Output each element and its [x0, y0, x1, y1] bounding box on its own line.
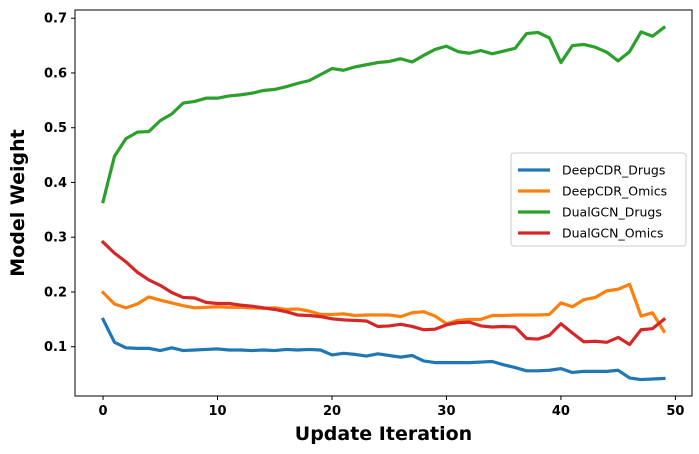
series-line-deepcdr-omics — [100, 282, 667, 334]
y-tick-label: 0.2 — [44, 285, 67, 300]
legend-label: DeepCDR_Omics — [562, 184, 667, 199]
legend-label: DualGCN_Omics — [562, 226, 664, 241]
legend-label: DualGCN_Drugs — [562, 205, 662, 220]
y-tick-label: 0.1 — [44, 340, 67, 355]
y-tick-label: 0.4 — [44, 176, 67, 191]
x-tick-label: 0 — [99, 404, 108, 419]
y-tick-label: 0.5 — [44, 121, 67, 136]
y-tick-label: 0.7 — [44, 12, 67, 27]
series-line-deepcdr-drugs — [100, 317, 666, 382]
plot-lines — [100, 25, 667, 382]
legend-label: DeepCDR_Drugs — [562, 163, 665, 178]
plot-frame — [74, 9, 693, 397]
legend-box — [510, 152, 687, 247]
x-axis-title: Update Iteration — [295, 423, 472, 445]
series-line-dualgcn-drugs — [101, 25, 667, 204]
x-tick-label: 50 — [666, 404, 684, 419]
y-tick-label: 0.3 — [44, 231, 67, 246]
x-tick-label: 10 — [208, 404, 226, 419]
x-tick-label: 30 — [437, 404, 455, 419]
y-axis-title: Model Weight — [7, 129, 29, 276]
x-axis: 0 10 20 30 40 50 — [99, 396, 684, 419]
y-axis: 0.1 0.2 0.3 0.4 0.5 0.6 0.7 — [44, 12, 75, 355]
x-tick-label: 40 — [552, 404, 570, 419]
legend: DeepCDR_Drugs DeepCDR_Omics DualGCN_Drugs D… — [510, 152, 687, 247]
x-tick-label: 20 — [323, 404, 341, 419]
y-tick-label: 0.6 — [44, 66, 67, 81]
series-line-dualgcn-omics — [100, 239, 667, 347]
